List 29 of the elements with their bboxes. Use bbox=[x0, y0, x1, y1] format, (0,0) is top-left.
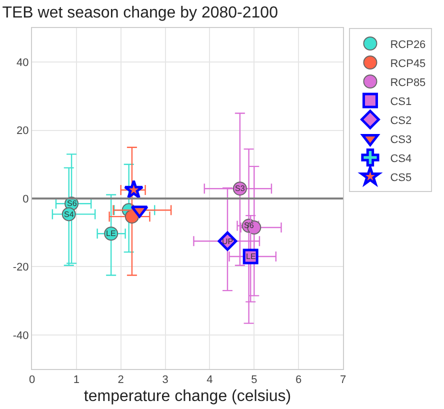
x-axis-title: temperature change (celsius) bbox=[84, 388, 292, 405]
legend-label: CS3 bbox=[390, 134, 412, 146]
annotation: LE bbox=[246, 252, 256, 261]
y-tick-label: -40 bbox=[12, 330, 29, 342]
x-tick-label: 5 bbox=[251, 374, 258, 386]
legend-label: CS2 bbox=[390, 114, 412, 127]
legend-label: RCP85 bbox=[390, 76, 426, 89]
x-tick-label: 7 bbox=[340, 374, 346, 386]
y-tick-label: 0 bbox=[22, 193, 29, 206]
annotation: LE bbox=[106, 229, 116, 238]
x-tick-label: 1 bbox=[73, 374, 80, 386]
x-tick-label: 2 bbox=[118, 374, 124, 386]
x-tick-label: 4 bbox=[206, 374, 213, 386]
annotation: S4 bbox=[64, 210, 74, 219]
legend-label: CS4 bbox=[390, 152, 412, 165]
x-tick-label: 3 bbox=[162, 374, 168, 386]
legend-label: CS5 bbox=[390, 172, 412, 184]
x-tick-label: 6 bbox=[296, 374, 302, 386]
legend-label: RCP45 bbox=[390, 58, 426, 70]
y-tick-label: 40 bbox=[16, 56, 29, 69]
y-tick-label: 20 bbox=[16, 125, 29, 138]
annotation: S6 bbox=[67, 199, 78, 208]
legend-label: RCP26 bbox=[390, 38, 426, 51]
annotation: S3 bbox=[235, 184, 246, 193]
point bbox=[124, 180, 144, 199]
y-tick-label: -20 bbox=[12, 262, 29, 274]
chart-title: TEB wet season change by 2080-2100 bbox=[2, 4, 278, 22]
annotation: UP bbox=[222, 237, 234, 246]
legend-label: CS1 bbox=[390, 96, 412, 108]
